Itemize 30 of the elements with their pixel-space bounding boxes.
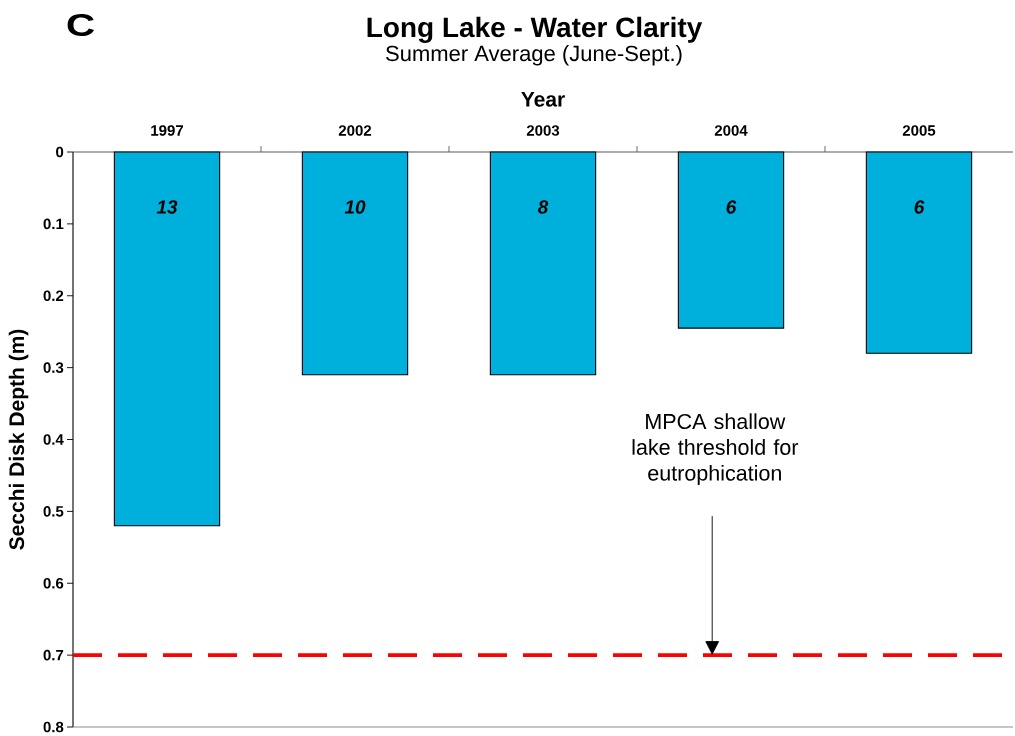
x-tick-label: 2004 bbox=[714, 125, 748, 136]
annotation: 10 bbox=[344, 200, 366, 214]
x-tick-label: 2005 bbox=[902, 125, 936, 136]
x-tick-label: 2003 bbox=[526, 125, 560, 136]
y-axis-title: Secchi Disk Depth (m) bbox=[8, 329, 29, 550]
y-tick-label: 0.2 bbox=[43, 290, 64, 302]
x-tick-label: 2002 bbox=[338, 125, 372, 136]
annotation: MPCA shallow lake threshold for eutrophication bbox=[632, 413, 799, 485]
y-tick-label: 0.1 bbox=[43, 218, 64, 230]
annotation: 8 bbox=[537, 200, 549, 214]
chart-title: Long Lake - Water Clarity bbox=[367, 16, 703, 43]
y-tick-label: 0.3 bbox=[43, 362, 64, 373]
y-tick-label: 0 bbox=[56, 146, 64, 158]
chart-subtitle: Summer Average (June-Sept.) bbox=[386, 45, 682, 66]
y-tick-label: 0.6 bbox=[43, 577, 64, 589]
annotation: 13 bbox=[156, 200, 178, 214]
y-tick-label: 0.8 bbox=[43, 721, 64, 733]
annotation: 6 bbox=[726, 200, 737, 214]
y-tick-label: 0.5 bbox=[43, 506, 64, 517]
annotation: 6 bbox=[914, 200, 925, 214]
y-tick-label: 0.7 bbox=[43, 649, 64, 661]
y-tick-label: 0.4 bbox=[43, 434, 64, 445]
bar bbox=[865, 151, 973, 354]
x-tick-label: 1997 bbox=[151, 125, 184, 136]
bar bbox=[113, 151, 221, 527]
text: C bbox=[67, 14, 94, 36]
x-axis-title: Year bbox=[521, 92, 565, 107]
bar bbox=[677, 151, 785, 329]
bar bbox=[489, 151, 597, 376]
bar bbox=[301, 151, 409, 376]
